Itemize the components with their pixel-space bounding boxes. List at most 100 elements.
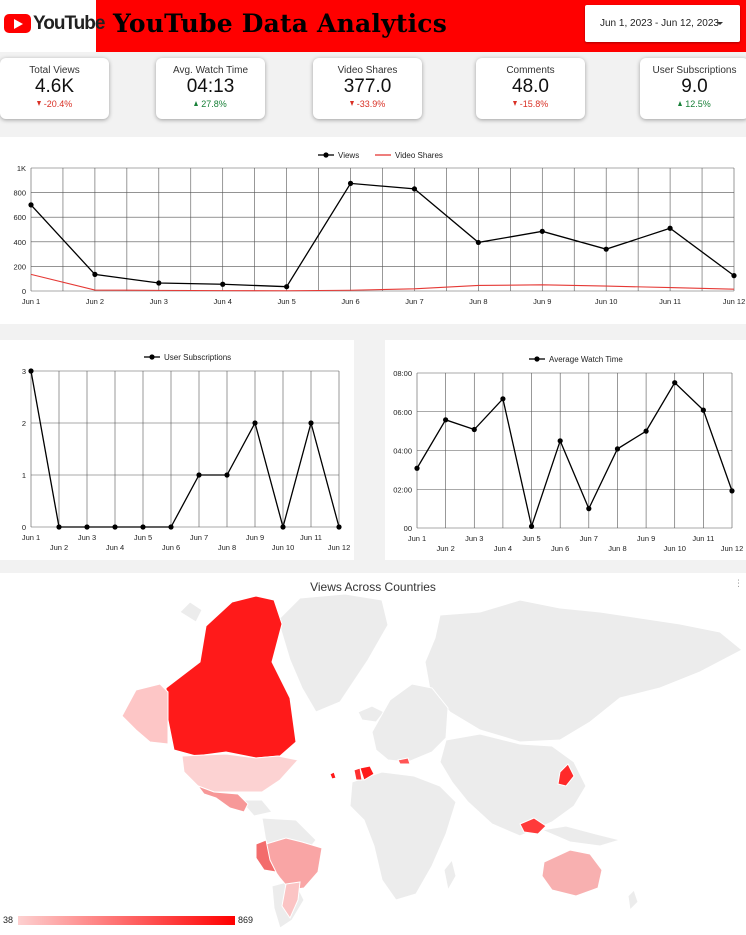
- map-canada: [165, 595, 297, 759]
- data-point: [140, 524, 146, 530]
- data-point: [84, 524, 90, 530]
- data-point: [731, 273, 737, 279]
- watch-time-chart-panel: 00 02:00 04:00 06:00 08:00 Jun 1 Jun 2 Jun 3 Jun…: [385, 340, 746, 560]
- kpi-label: Avg. Watch Time: [172, 65, 249, 76]
- data-point: [347, 180, 354, 186]
- map-spain: [359, 765, 375, 781]
- legend-marker: [534, 356, 540, 362]
- kpi-card-total-views: Total Views 4.6K -20.4%: [0, 58, 109, 119]
- watch-time-chart: 00 02:00 04:00 06:00 08:00 Jun 1 Jun 2 Jun 3 Jun…: [393, 355, 744, 553]
- x-tick-label: Jun 1: [408, 534, 426, 543]
- arrow-down-icon: [36, 101, 41, 106]
- x-tick-label: Jun 11: [692, 534, 714, 543]
- views-shares-chart: 0 200 400 600 800 1K Jun 1 Jun 2 Jun 3 Jun 4 Jun 5…: [13, 151, 745, 306]
- series-line-0: [30, 182, 735, 288]
- map-title: Views Across Countries: [310, 580, 436, 594]
- data-point: [112, 524, 118, 530]
- kpi-value: 04:13: [186, 76, 235, 97]
- x-tick-label: Jun 9: [533, 297, 551, 306]
- data-point: [614, 446, 621, 452]
- world-map: [121, 593, 743, 929]
- series-line-1: [30, 273, 735, 292]
- x-tick-label: Jun 9: [246, 533, 264, 542]
- x-tick-label: Jun 4: [106, 543, 124, 552]
- x-tick-label: Jun 7: [405, 297, 423, 306]
- x-tick-label: Jun 5: [277, 297, 295, 306]
- map-greenland: [277, 593, 389, 713]
- y-tick-label: 08:00: [393, 369, 412, 378]
- data-point: [224, 472, 230, 478]
- data-point: [92, 271, 98, 277]
- y-tick-label: 02:00: [393, 485, 412, 494]
- series-line-0: [30, 370, 340, 530]
- x-tick-label: Jun 2: [50, 543, 68, 552]
- data-point: [252, 420, 258, 426]
- kpi-label: Video Shares: [337, 65, 398, 76]
- map-malaysia: [519, 817, 547, 835]
- data-point: [471, 426, 477, 433]
- x-tick-label: Jun 7: [190, 533, 208, 542]
- kpi-label: User Subscriptions: [652, 65, 737, 76]
- map-russia: [424, 599, 743, 743]
- map-mexico: [196, 784, 249, 813]
- subscriptions-chart: 0 1 2 3 Jun 1 Jun 2 Jun 3 Jun 4 Jun 5 Jun 6 Jun 7 J…: [22, 353, 351, 552]
- data-point: [284, 284, 290, 290]
- x-tick-label: Jun 4: [214, 297, 232, 306]
- x-tick-label: Jun 11: [659, 297, 681, 306]
- data-point: [603, 246, 609, 252]
- legend-marker: [323, 152, 329, 158]
- x-tick-label: Jun 1: [22, 297, 40, 306]
- data-point: [220, 281, 226, 287]
- kpi-delta: 27.8%: [156, 99, 265, 109]
- data-point: [196, 472, 202, 478]
- arrow-down-icon: [512, 101, 517, 106]
- y-tick-label: 1K: [17, 164, 26, 173]
- data-point: [539, 228, 545, 234]
- y-tick-label: 200: [13, 262, 26, 271]
- x-tick-label: Jun 10: [272, 543, 295, 552]
- series-line-0: [416, 381, 733, 529]
- map-new-zealand: [627, 889, 639, 912]
- youtube-logo-text: YouTube: [33, 13, 105, 34]
- x-tick-label: Jun 12: [328, 543, 351, 552]
- legend-label: User Subscriptions: [164, 353, 231, 362]
- x-tick-label: Jun 12: [721, 544, 744, 553]
- map-usa: [181, 753, 299, 793]
- arrow-down-icon: [349, 101, 354, 106]
- y-tick-label: 3: [22, 367, 26, 376]
- kpi-delta: -33.9%: [313, 99, 422, 109]
- data-point: [443, 417, 449, 423]
- kpi-card-comments: Comments 48.0 -15.8%: [476, 58, 585, 119]
- kpi-delta-text: -33.9%: [356, 99, 386, 109]
- map-europe: [371, 683, 449, 763]
- data-point: [475, 239, 481, 246]
- kpi-card-user-subscriptions: User Subscriptions 9.0 12.5%: [640, 58, 746, 119]
- data-point: [280, 524, 286, 530]
- x-tick-label: Jun 8: [469, 297, 487, 306]
- x-tick-label: Jun 6: [551, 544, 569, 553]
- map-australia: [541, 849, 603, 897]
- map-alaska: [121, 683, 169, 745]
- kpi-value: 377.0: [343, 76, 392, 97]
- youtube-logo: YouTube: [0, 0, 105, 52]
- data-point: [667, 225, 673, 231]
- date-range-picker[interactable]: Jun 1, 2023 - Jun 12, 2023: [585, 5, 740, 42]
- kpi-delta: -15.8%: [476, 99, 585, 109]
- data-point: [528, 523, 535, 529]
- map-portugal: [353, 767, 363, 781]
- more-options-icon[interactable]: ⋮: [734, 578, 743, 588]
- y-tick-label: 0: [22, 287, 26, 296]
- y-tick-label: 600: [13, 213, 26, 222]
- x-tick-label: Jun 6: [341, 297, 359, 306]
- data-point: [336, 524, 342, 530]
- kpi-delta: 12.5%: [640, 99, 746, 109]
- map-asia: [439, 733, 587, 837]
- subscriptions-chart-panel: 0 1 2 3 Jun 1 Jun 2 Jun 3 Jun 4 Jun 5 Jun 6 Jun 7 J…: [0, 340, 354, 560]
- x-tick-label: Jun 11: [300, 533, 322, 542]
- map-africa: [349, 771, 457, 901]
- data-point: [28, 202, 34, 208]
- y-tick-label: 800: [13, 189, 26, 198]
- legend-label: Video Shares: [395, 151, 443, 160]
- data-point: [700, 407, 706, 413]
